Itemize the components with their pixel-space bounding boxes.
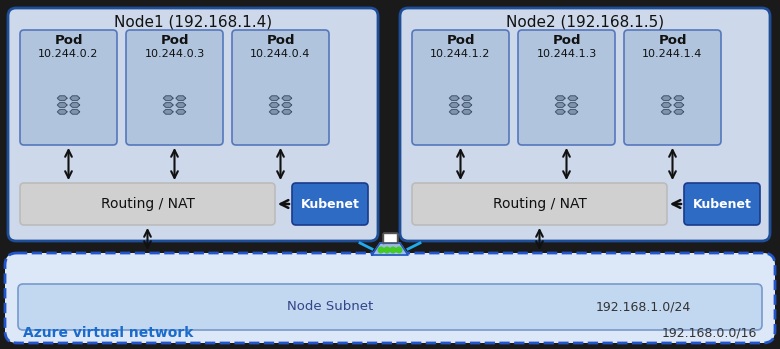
FancyBboxPatch shape [400, 8, 770, 241]
Polygon shape [58, 110, 67, 114]
Text: 10.244.1.2: 10.244.1.2 [431, 49, 491, 59]
Text: 10.244.0.3: 10.244.0.3 [144, 49, 204, 59]
Circle shape [378, 247, 384, 253]
FancyBboxPatch shape [20, 30, 117, 145]
Polygon shape [176, 110, 186, 114]
FancyBboxPatch shape [232, 30, 329, 145]
Polygon shape [70, 110, 80, 114]
Polygon shape [163, 110, 173, 114]
FancyBboxPatch shape [518, 30, 615, 145]
Text: Node2 (192.168.1.5): Node2 (192.168.1.5) [506, 15, 664, 30]
Text: 10.244.0.4: 10.244.0.4 [250, 49, 310, 59]
Polygon shape [383, 233, 397, 243]
Polygon shape [269, 103, 279, 107]
FancyBboxPatch shape [18, 284, 762, 330]
Text: Pod: Pod [552, 35, 581, 47]
Polygon shape [674, 110, 683, 114]
FancyBboxPatch shape [412, 30, 509, 145]
Text: 10.244.0.2: 10.244.0.2 [38, 49, 99, 59]
Polygon shape [449, 110, 459, 114]
Polygon shape [449, 96, 459, 101]
Text: Pod: Pod [266, 35, 295, 47]
Polygon shape [674, 96, 683, 101]
Polygon shape [462, 103, 472, 107]
Polygon shape [70, 96, 80, 101]
Polygon shape [661, 103, 671, 107]
Circle shape [385, 247, 390, 253]
Text: Routing / NAT: Routing / NAT [492, 197, 587, 211]
Polygon shape [568, 110, 578, 114]
Text: Pod: Pod [160, 35, 189, 47]
FancyBboxPatch shape [8, 8, 378, 241]
Polygon shape [269, 96, 279, 101]
Polygon shape [176, 96, 186, 101]
Polygon shape [58, 96, 67, 101]
Polygon shape [70, 103, 80, 107]
Text: Node Subnet: Node Subnet [287, 300, 374, 313]
Polygon shape [555, 110, 565, 114]
Text: Routing / NAT: Routing / NAT [101, 197, 194, 211]
FancyBboxPatch shape [126, 30, 223, 145]
Polygon shape [462, 96, 472, 101]
FancyBboxPatch shape [412, 183, 667, 225]
Text: 192.168.1.0/24: 192.168.1.0/24 [595, 300, 690, 313]
Text: Node1 (192.168.1.4): Node1 (192.168.1.4) [114, 15, 272, 30]
Polygon shape [661, 96, 671, 101]
Polygon shape [282, 103, 292, 107]
Polygon shape [555, 103, 565, 107]
Polygon shape [462, 110, 472, 114]
Text: Azure virtual network: Azure virtual network [23, 326, 193, 340]
Polygon shape [269, 110, 279, 114]
Polygon shape [372, 243, 408, 255]
Polygon shape [449, 103, 459, 107]
Polygon shape [58, 103, 67, 107]
Text: 10.244.1.3: 10.244.1.3 [537, 49, 597, 59]
Circle shape [390, 247, 395, 253]
Polygon shape [661, 110, 671, 114]
FancyBboxPatch shape [20, 183, 275, 225]
FancyBboxPatch shape [5, 253, 775, 343]
Text: Kubenet: Kubenet [693, 198, 751, 210]
Text: Pod: Pod [658, 35, 686, 47]
Polygon shape [568, 96, 578, 101]
Polygon shape [568, 103, 578, 107]
Polygon shape [163, 96, 173, 101]
Text: Kubenet: Kubenet [300, 198, 360, 210]
Polygon shape [282, 96, 292, 101]
Text: 10.244.1.4: 10.244.1.4 [642, 49, 703, 59]
Polygon shape [282, 110, 292, 114]
Polygon shape [163, 103, 173, 107]
Polygon shape [555, 96, 565, 101]
Polygon shape [176, 103, 186, 107]
Polygon shape [674, 103, 683, 107]
Text: Pod: Pod [55, 35, 83, 47]
FancyBboxPatch shape [624, 30, 721, 145]
Text: Pod: Pod [446, 35, 475, 47]
FancyBboxPatch shape [292, 183, 368, 225]
Text: 192.168.0.0/16: 192.168.0.0/16 [661, 327, 757, 340]
Circle shape [396, 247, 402, 253]
FancyBboxPatch shape [684, 183, 760, 225]
